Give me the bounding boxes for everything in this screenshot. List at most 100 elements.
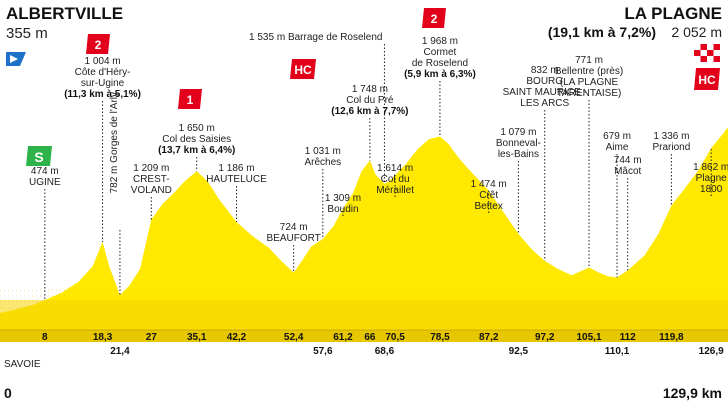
waypoint-label: Bonneval- [496,138,541,149]
waypoint-label: Mâcot [614,166,641,177]
region-label: SAVOIE [4,359,41,370]
waypoint-label: de Roselend [412,58,468,69]
flag-check [694,56,701,62]
label-layer: 8 18,3 27 35,1 42,2 52,4 61,2 66 70,5 78,5 87,2 97,… [29,32,728,357]
waypoint-label: Côte d'Héry- [75,67,131,78]
cat-badge-saisies: 1 [178,89,202,109]
km-tick-label-lower: 21,4 [110,346,130,357]
waypoint-label: BOURG [526,76,563,87]
waypoint-label: 1 004 m [84,56,120,67]
flag-check [707,56,714,62]
km-tick-label-lower: 57,6 [313,346,333,357]
profile-layer [0,127,728,342]
waypoint-label: Boudin [327,204,358,215]
axis-band [0,330,728,342]
km-tick-label-lower: 68,6 [375,346,395,357]
km-tick-label-lower: 110,1 [605,346,630,357]
waypoint-label: Col du [381,174,410,185]
km-tick-label: 119,8 [659,332,684,343]
gorges-label: 782 m Gorges de l'Arly [109,92,120,193]
km-tick-label: 8 [42,332,48,343]
waypoint-label: HAUTELUCE [206,174,267,185]
km-tick-label: 18,3 [93,332,113,343]
km-tick-label: 78,5 [430,332,450,343]
cat-label-cormet: 2 [431,12,438,26]
waypoint-label: Méraillet [376,185,414,196]
waypoint-label: 474 m [31,166,59,177]
waypoint-label: 832 m [531,65,559,76]
start-altitude: 355 m [6,25,48,42]
flag-check [707,44,714,50]
waypoint-label: (11,3 km à 5,1%) [64,89,141,100]
km-tick-label: 70,5 [385,332,405,343]
cat-label-cote-hery: 2 [95,38,102,52]
total-km: 129,9 km [663,385,722,401]
start-arrow-glyph-icon [10,55,18,63]
finish-climb: (19,1 km à 7,2%) [548,24,656,40]
ground-band [0,300,728,330]
flag-check [700,50,707,56]
finish-flag-icon [694,44,720,62]
waypoint-label: 744 m [614,155,642,166]
waypoint-label: 1 968 m [422,36,458,47]
km-tick-label-lower: 126,9 [699,346,724,357]
finish-altitude: 2 052 m [671,24,722,40]
waypoint-label: Arêches [304,157,341,168]
waypoint-label: 1 650 m [179,123,215,134]
waypoint-label: (LA PLAGNE [560,77,619,88]
km-tick-label: 35,1 [187,332,207,343]
waypoint-label: Bellentre (près) [555,66,623,77]
waypoint-label: Col des Saisies [162,134,231,145]
sprint-icon [26,146,52,166]
waypoint-label: Col du Pré [346,95,394,106]
flag-check [694,44,701,50]
waypoint-label: 1 079 m [500,127,536,138]
waypoint-label: VOLAND [131,185,172,196]
cat-badge-cormet: 2 [422,8,446,28]
waypoint-label: BEAUFORT [267,233,321,244]
waypoint-label: 1 309 m [325,193,361,204]
km-tick-label: 97,2 [535,332,555,343]
start-km: 0 [4,385,12,401]
km-tick-label: 61,2 [333,332,353,343]
waypoint-label: 1 535 m Barrage de Roselend [249,32,382,43]
waypoint-label: 1 186 m [218,163,254,174]
km-tick-label: 87,2 [479,332,499,343]
waypoint-label: (5,9 km à 6,3%) [404,69,476,80]
km-tick-label: 66 [364,332,376,343]
waypoint-label: les-Bains [498,149,539,160]
waypoint-label: 1 209 m [133,163,169,174]
km-tick-label: 105,1 [576,332,601,343]
finish-hc-badge-icon [694,68,720,90]
waypoint-label: 1 031 m [305,146,341,157]
sprint-glyph-icon: S [34,149,43,165]
profile-area [0,127,728,330]
finish-hc-label: HC [698,73,716,87]
waypoint-label: Bettex [475,201,503,212]
cat-label-col-du-pre: HC [294,63,312,77]
waypoint-label: Plagne [696,173,728,184]
waypoint-label: 1 614 m [377,163,413,174]
cat-badge-cote-hery: 2 [86,34,110,54]
waypoint-label: Prariond [652,142,690,153]
waypoint-label: 1 748 m [352,84,388,95]
km-tick-label: 42,2 [227,332,247,343]
km-tick-label: 52,4 [284,332,304,343]
waypoint-label: SAINT MAURICE - [503,87,587,98]
flag-check [713,50,720,56]
waypoint-label: CREST- [133,174,170,185]
km-tick-label-lower: 92,5 [509,346,529,357]
waypoint-label: 1 336 m [653,131,689,142]
waypoint-label: 679 m [603,131,631,142]
start-town: ALBERTVILLE [6,4,123,23]
waypoint-label: 1 474 m [471,179,507,190]
waypoint-label: TARENTAISE) [557,88,622,99]
pointer-layer [44,44,712,300]
finish-town: LA PLAGNE [624,4,722,23]
waypoint-label: 724 m [280,222,308,233]
waypoint-label: UGINE [29,177,61,188]
waypoint-label: Aime [606,142,629,153]
waypoint-label: 1800 [700,184,723,195]
